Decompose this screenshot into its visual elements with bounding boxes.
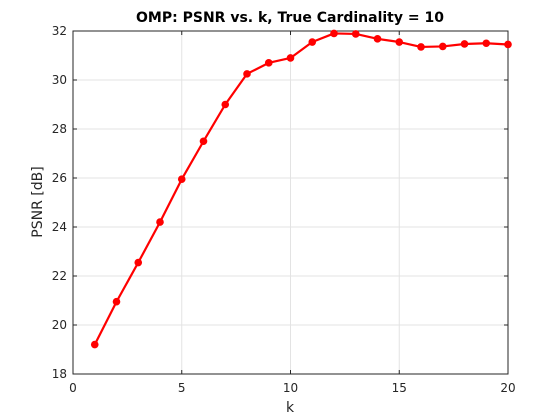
data-point	[134, 258, 143, 267]
data-point	[460, 40, 469, 48]
y-tick-label: 18	[52, 367, 67, 381]
x-tick-label: 15	[392, 381, 407, 395]
data-point	[90, 340, 99, 349]
y-axis-label: PSNR [dB]	[30, 166, 46, 237]
data-point	[177, 175, 186, 184]
data-point	[221, 100, 230, 109]
data-point	[351, 30, 360, 38]
data-point	[438, 42, 447, 51]
data-point	[373, 35, 382, 43]
x-axis-label: k	[286, 400, 295, 416]
data-point	[243, 70, 251, 78]
x-tick-label: 20	[500, 381, 515, 395]
y-tick-label: 26	[52, 171, 67, 185]
x-tick-label: 0	[69, 381, 77, 395]
y-tick-label: 32	[52, 24, 67, 38]
axis-ticks: 0 5 10 15 20 18 20 22 24 26 28 30 32	[52, 24, 516, 395]
data-point	[482, 39, 491, 48]
y-tick-label: 30	[52, 73, 67, 87]
data-point	[264, 59, 273, 67]
data-point	[330, 29, 338, 38]
data-point	[199, 137, 208, 146]
data-point	[395, 38, 404, 46]
y-tick-label: 20	[52, 318, 67, 332]
data-point	[286, 54, 295, 62]
chart-title: OMP: PSNR vs. k, True Cardinality = 10	[136, 10, 444, 26]
series-layer	[90, 29, 512, 349]
data-point	[417, 43, 425, 51]
x-tick-label: 10	[283, 381, 298, 395]
data-point	[112, 297, 121, 306]
data-point	[504, 40, 512, 49]
y-tick-label: 22	[52, 269, 67, 283]
y-tick-label: 28	[52, 122, 67, 136]
data-point	[156, 218, 164, 226]
x-tick-label: 5	[178, 381, 186, 395]
data-point	[308, 38, 317, 46]
y-tick-label: 24	[52, 220, 67, 234]
